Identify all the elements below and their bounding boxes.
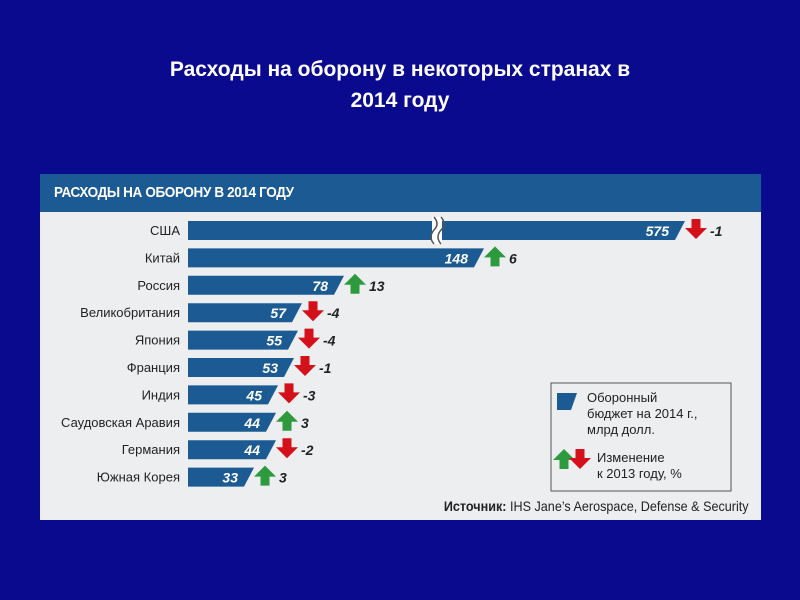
legend-change-label: к 2013 году, % xyxy=(597,466,682,481)
down-arrow-icon xyxy=(685,219,707,239)
chart-title: РАСХОДЫ НА ОБОРОНУ В 2014 ГОДУ xyxy=(54,184,294,201)
axis-break-gap xyxy=(432,217,442,244)
down-arrow-icon xyxy=(276,438,298,459)
category-label: Франция xyxy=(127,360,180,375)
bar-chart: США 575 -1 Китай 148 6 Россия 78 13 Великобритани… xyxy=(61,216,732,492)
chart-header-bar: РАСХОДЫ НА ОБОРОНУ В 2014 ГОДУ xyxy=(40,174,761,212)
category-label: Китай xyxy=(145,250,180,265)
legend-box xyxy=(550,382,732,492)
bar-value-label: 55 xyxy=(266,333,282,349)
bar-value-label: 575 xyxy=(646,223,670,239)
category-label: Саудовская Аравия xyxy=(61,415,180,430)
change-label: 3 xyxy=(301,415,309,431)
bar xyxy=(188,248,484,268)
bar xyxy=(188,440,276,460)
bar-value-label: 148 xyxy=(445,250,469,266)
down-arrow-icon xyxy=(302,301,324,322)
legend-up-arrow-icon xyxy=(553,449,575,469)
bar-value-label: 44 xyxy=(243,415,260,431)
legend-down-arrow-icon xyxy=(569,449,591,469)
axis-break-mark xyxy=(437,216,445,245)
category-label: Германия xyxy=(122,442,180,457)
bar-value-label: 78 xyxy=(312,278,328,294)
bar xyxy=(188,330,298,350)
bar-value-label: 57 xyxy=(270,305,287,321)
legend-budget-label: Оборонный xyxy=(587,390,657,405)
bar-value-label: 33 xyxy=(222,470,238,486)
change-label: -1 xyxy=(710,223,723,239)
slide-title-line-2: 2014 году xyxy=(350,89,450,112)
slide-title: Расходы на оборону в некоторых странах в… xyxy=(60,54,740,116)
down-arrow-icon xyxy=(298,328,320,349)
legend-budget-label: бюджет на 2014 г., xyxy=(587,406,698,421)
down-arrow-icon xyxy=(278,383,300,404)
down-arrow-icon xyxy=(294,356,316,376)
up-arrow-icon xyxy=(344,273,366,294)
category-label: Великобритания xyxy=(80,305,180,320)
category-label: Южная Корея xyxy=(97,470,180,485)
bar xyxy=(188,412,276,432)
change-label: -1 xyxy=(319,360,332,376)
legend-budget-label: млрд долл. xyxy=(587,422,655,437)
change-label: 6 xyxy=(509,250,517,266)
bar xyxy=(188,467,254,487)
chart-panel: РАСХОДЫ НА ОБОРОНУ В 2014 ГОДУ США 575 -1 К… xyxy=(40,174,761,520)
source-label: Источник: xyxy=(444,498,507,514)
bar xyxy=(188,385,278,405)
bar-value-label: 53 xyxy=(262,360,278,376)
bar xyxy=(188,358,294,377)
legend-bar-swatch xyxy=(557,393,577,410)
category-label: Япония xyxy=(135,333,180,348)
change-label: 3 xyxy=(279,470,287,486)
change-label: 13 xyxy=(369,278,385,294)
axis-break-mark xyxy=(430,216,438,245)
source-text: IHS Jane’s Aerospace, Defense & Security xyxy=(506,498,749,514)
bar-value-label: 44 xyxy=(243,442,260,458)
category-label: Индия xyxy=(142,387,180,402)
up-arrow-icon xyxy=(484,246,506,267)
change-label: -2 xyxy=(301,442,314,458)
change-label: -4 xyxy=(327,305,340,321)
slide-title-line-1: Расходы на оборону в некоторых странах в xyxy=(169,58,631,81)
source-note: Источник: IHS Jane’s Aerospace, Defense … xyxy=(444,498,749,514)
bar xyxy=(188,275,344,295)
bar-value-label: 45 xyxy=(245,387,262,403)
category-label: США xyxy=(150,223,180,238)
up-arrow-icon xyxy=(254,465,276,486)
change-label: -4 xyxy=(323,333,336,349)
up-arrow-icon xyxy=(276,410,298,431)
legend-change-label: Изменение xyxy=(597,450,665,465)
bar xyxy=(188,303,302,323)
category-label: Россия xyxy=(137,278,180,293)
change-label: -3 xyxy=(303,387,316,403)
